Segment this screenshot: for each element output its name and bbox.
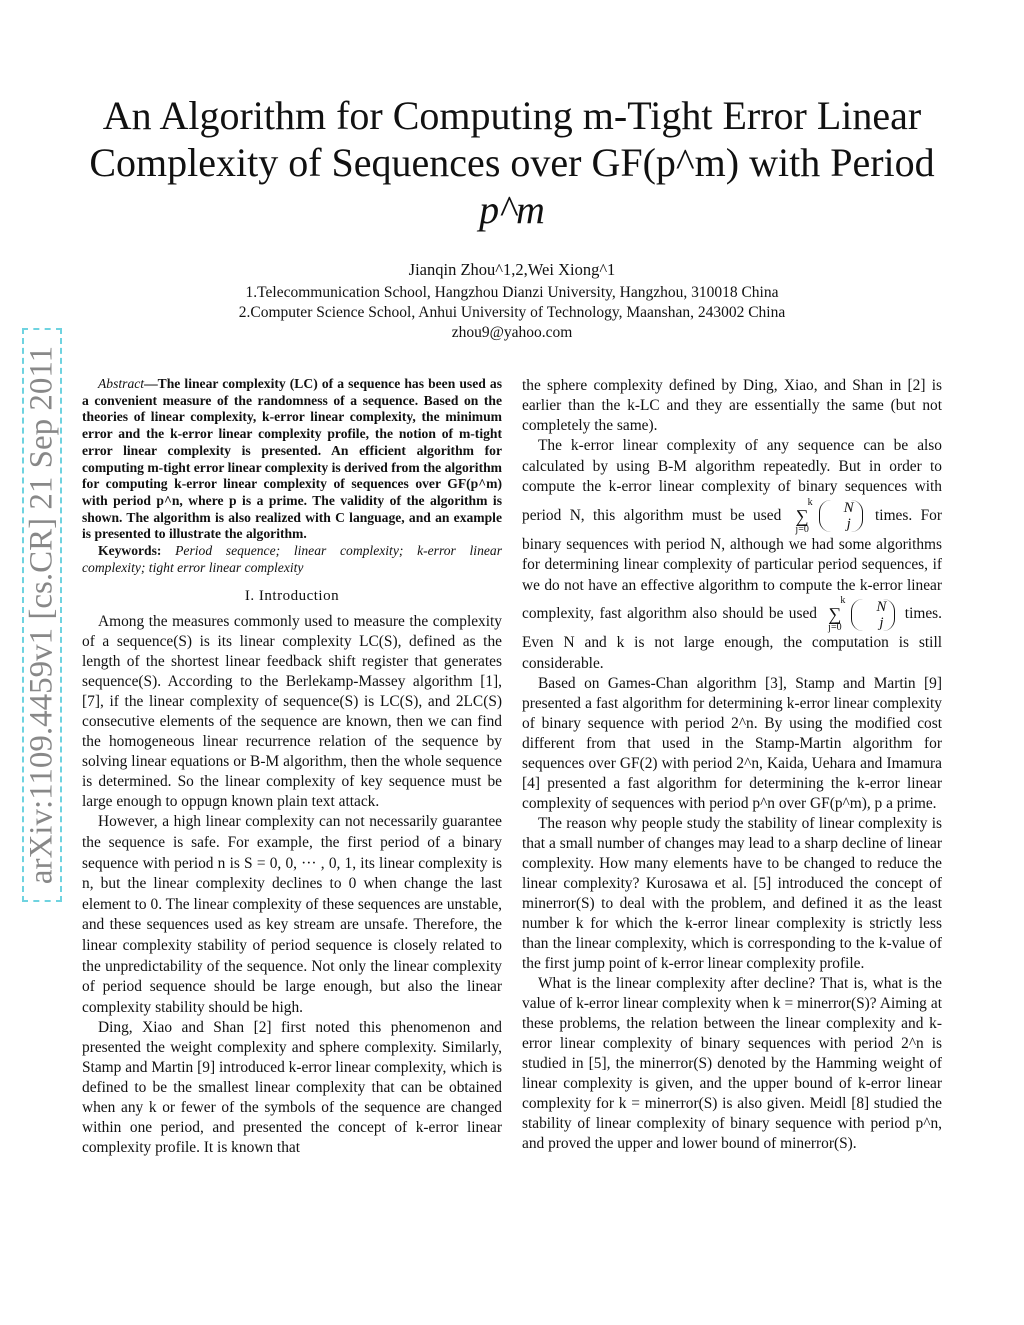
keywords-text: Period sequence; linear complexity; k-er… — [82, 543, 502, 575]
right-column: the sphere complexity defined by Ding, X… — [522, 376, 942, 1154]
summation: k ∑ j=0 — [792, 496, 813, 535]
keywords: Keywords: Period sequence; linear comple… — [82, 543, 502, 576]
paragraph-text: times. For binary sequences with period … — [522, 506, 942, 623]
title-line-3: p^m — [479, 187, 545, 232]
paragraph: Based on Games-Chan algorithm [3], Stamp… — [522, 675, 942, 812]
binom-bottom: j — [879, 614, 884, 631]
paragraph: However, a high linear complexity can no… — [82, 813, 502, 1016]
sum-upper: k — [807, 496, 813, 508]
paragraph-text: The k-error linear complexity of any seq… — [522, 437, 942, 524]
keywords-label: Keywords: — [98, 543, 162, 559]
paragraph: The k-error linear complexity of any seq… — [522, 436, 942, 674]
section-heading: I. Introduction — [244, 588, 340, 605]
paragraph-text: times. Even N and k is not large enough,… — [522, 605, 942, 672]
left-column: Abstract—The linear complexity (LC) of a… — [82, 376, 502, 1158]
title-line-2: Complexity of Sequences over GF(p^m) wit… — [89, 140, 935, 185]
title-line-1: An Algorithm for Computing m-Tight Error… — [102, 93, 922, 138]
affiliation-2: 2.Computer Science School, Anhui Univers… — [238, 304, 786, 321]
paragraph: the sphere complexity defined by Ding, X… — [522, 377, 942, 434]
summation: k ∑ j=0 — [824, 596, 845, 633]
abstract: Abstract—The linear complexity (LC) of a… — [82, 376, 502, 543]
sum-lower: j=0 — [795, 523, 809, 535]
binom-top: N — [843, 500, 854, 516]
sigma-symbol: ∑ — [828, 604, 842, 624]
abstract-text: —The linear complexity (LC) of a sequenc… — [82, 376, 502, 542]
binom-top: N — [876, 598, 887, 615]
authors: Jianqin Zhou^1,2,Wei Xiong^1 — [408, 260, 616, 279]
sum-upper: k — [840, 595, 846, 606]
author-email: zhou9@yahoo.com — [451, 324, 573, 341]
arxiv-stamp[interactable]: arXiv:1109.4459v1 [cs.CR] 21 Sep 2011 — [22, 328, 62, 902]
paragraph: What is the linear complexity after decl… — [522, 975, 942, 1152]
abstract-label: Abstract — [98, 376, 145, 391]
paragraph: The reason why people study the stabilit… — [522, 815, 942, 972]
sigma-symbol: ∑ — [795, 505, 809, 526]
arxiv-id: arXiv:1109.4459v1 [cs.CR] 21 Sep 2011 — [23, 345, 60, 885]
paragraph: Ding, Xiao and Shan [2] first noted this… — [82, 1019, 502, 1157]
paper-title: An Algorithm for Computing m-Tight Error… — [40, 92, 984, 233]
sum-lower: j=0 — [828, 622, 842, 633]
affiliation-1: 1.Telecommunication School, Hangzhou Dia… — [245, 284, 779, 301]
binom-bottom: j — [846, 516, 851, 532]
paragraph: Among the measures commonly used to meas… — [82, 613, 502, 811]
